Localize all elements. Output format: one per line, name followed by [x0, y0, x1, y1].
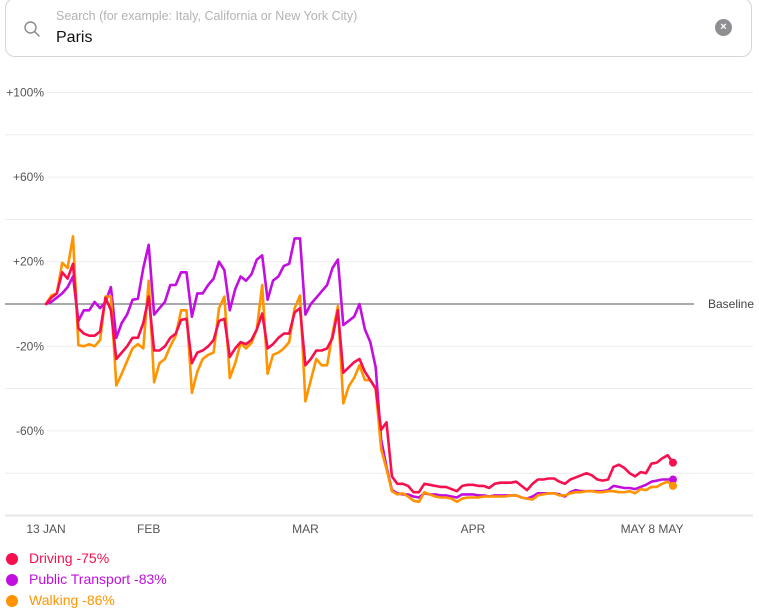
- y-tick-label: -60%: [16, 424, 44, 438]
- series-end-point-walking: [668, 481, 677, 490]
- series-end-point-driving: [668, 458, 677, 467]
- clear-circle-icon[interactable]: ×: [715, 19, 732, 36]
- baseline-label: Baseline: [708, 297, 754, 311]
- series-line-walking: [44, 235, 675, 504]
- x-tick-label: MAY: [621, 522, 646, 536]
- search-input[interactable]: Paris: [56, 29, 93, 46]
- y-tick-label: -20%: [16, 339, 44, 353]
- x-tick-label: APR: [461, 522, 486, 536]
- y-tick-label: +20%: [13, 255, 44, 269]
- y-tick-label: +100%: [6, 86, 44, 100]
- y-tick-label-background: [3, 253, 47, 270]
- search-bar[interactable]: Search (for example: Italy, California o…: [5, 0, 752, 57]
- y-tick-label-background: [3, 422, 47, 439]
- legend-label: Public Transport -83%: [29, 571, 167, 587]
- y-tick-label-background: [3, 338, 47, 355]
- search-placeholder: Search (for example: Italy, California o…: [56, 9, 358, 23]
- public-transport-dot-icon: [6, 574, 18, 586]
- y-tick-label: +60%: [13, 170, 44, 184]
- series-line-driving: [44, 262, 675, 494]
- driving-dot-icon: [6, 553, 18, 565]
- search-icon: [24, 21, 40, 37]
- x-tick-label: 8 MAY: [648, 522, 683, 536]
- y-tick-label-background: [3, 169, 47, 186]
- series-end-point-public-transport: [668, 475, 677, 484]
- mobility-chart: +100% +60% +20% -20% -60% Baseline 13 JAN FEB MA…: [3, 84, 754, 536]
- y-tick-label-background: [3, 84, 47, 101]
- walking-dot-icon: [6, 595, 18, 607]
- x-tick-label: FEB: [137, 522, 160, 536]
- legend-label: Walking -86%: [29, 592, 115, 608]
- x-tick-label: 13 JAN: [26, 522, 65, 536]
- legend-label: Driving -75%: [29, 550, 110, 566]
- x-tick-label: MAR: [292, 522, 319, 536]
